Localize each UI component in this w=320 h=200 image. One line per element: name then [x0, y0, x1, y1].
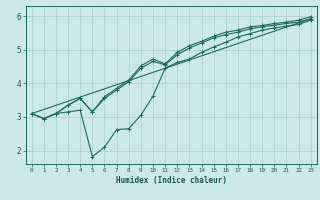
- X-axis label: Humidex (Indice chaleur): Humidex (Indice chaleur): [116, 176, 227, 185]
